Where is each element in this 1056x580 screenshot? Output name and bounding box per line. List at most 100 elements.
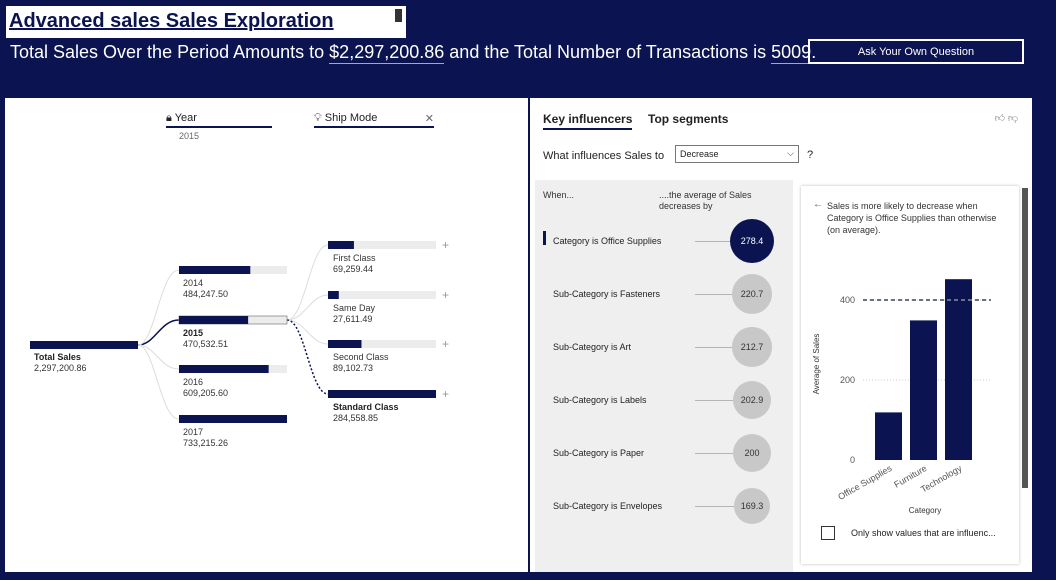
- tab-key-influencers[interactable]: Key influencers: [543, 112, 633, 130]
- root-label: Total Sales: [34, 352, 81, 362]
- year-node-2014[interactable]: 2014 484,247.50: [183, 278, 228, 300]
- summary-text: Total Sales Over the Period Amounts to $…: [10, 42, 816, 64]
- influencer-row[interactable]: Sub-Category is Fasteners 220.7: [535, 272, 793, 322]
- influencer-row[interactable]: Sub-Category is Envelopes 169.3: [535, 484, 793, 534]
- only-show-label: Only show values that are influenc...: [851, 528, 996, 538]
- year-level-header[interactable]: 🔒︎ Year 2015: [166, 112, 272, 141]
- report-title: Advanced sales Sales Exploration: [9, 10, 334, 32]
- ship-node-second-class[interactable]: Second Class 89,102.73: [333, 352, 389, 374]
- year-label: 2014: [183, 278, 204, 288]
- influencer-label: Sub-Category is Art: [553, 342, 632, 352]
- selected-indicator: [543, 231, 546, 245]
- chart-bar: [945, 279, 972, 460]
- decomposition-tree: 🔒︎ Year 2015 💡︎ Ship Mode ✕ Total Sales 2…: [5, 98, 528, 572]
- influencer-row[interactable]: Category is Office Supplies 278.4: [535, 219, 793, 269]
- ship-bar[interactable]: [328, 241, 354, 249]
- connector-same-day: [286, 294, 329, 321]
- influencer-label: Sub-Category is Envelopes: [553, 501, 663, 511]
- influencers-list: When... ....the average of Sales decreas…: [535, 180, 793, 572]
- year-value: 484,247.50: [183, 289, 229, 299]
- influence-bubble[interactable]: 212.7: [732, 327, 772, 367]
- ship-bar[interactable]: [328, 390, 436, 398]
- scrollbar[interactable]: [1022, 188, 1028, 488]
- ship-label: Same Day: [333, 303, 376, 313]
- influence-arrow: [695, 294, 733, 295]
- influence-arrow: [695, 506, 734, 507]
- influencer-row[interactable]: Sub-Category is Labels 202.9: [535, 378, 793, 428]
- transaction-count-value[interactable]: 5009: [771, 42, 812, 64]
- influence-bubble[interactable]: 278.4: [730, 219, 774, 263]
- year-node-2017[interactable]: 2017 733,215.26: [183, 427, 228, 449]
- ship-bar[interactable]: [328, 291, 339, 299]
- year-filter-value: 2015: [179, 131, 200, 141]
- only-show-checkbox[interactable]: [821, 526, 835, 540]
- thumbs-down-icon[interactable]: 👎︎: [1007, 113, 1018, 124]
- report-title-box[interactable]: Advanced sales Sales Exploration: [6, 6, 406, 38]
- year-bar[interactable]: [179, 415, 287, 423]
- ship-node-first-class[interactable]: First Class 69,259.44: [333, 253, 376, 275]
- influencer-row[interactable]: Sub-Category is Paper 200: [535, 431, 793, 481]
- detail-description: Sales is more likely to decrease when Ca…: [827, 201, 997, 235]
- expand-plus-icon[interactable]: +: [442, 387, 450, 401]
- year-bar[interactable]: [179, 365, 269, 373]
- shipmode-level-header[interactable]: 💡︎ Ship Mode ✕: [314, 112, 434, 128]
- ship-node-standard-class[interactable]: Standard Class 284,558.85: [333, 402, 399, 424]
- back-arrow-icon[interactable]: ←: [813, 199, 823, 210]
- ship-bar-bg[interactable]: [328, 291, 436, 299]
- year-node-2016[interactable]: 2016 609,205.60: [183, 377, 228, 399]
- x-tick-label: Office Supplies: [836, 463, 894, 502]
- ship-bar[interactable]: [328, 340, 362, 348]
- feedback-icons[interactable]: 👍︎ 👎︎: [995, 112, 1018, 124]
- ship-label: Standard Class: [333, 402, 399, 412]
- ship-bar-bg[interactable]: [328, 241, 436, 249]
- direction-value: Decrease: [680, 149, 719, 159]
- influence-arrow: [695, 347, 733, 348]
- influencer-label: Sub-Category is Paper: [553, 448, 645, 458]
- help-icon[interactable]: ?: [807, 149, 814, 161]
- root-value: 2,297,200.86: [34, 363, 87, 373]
- tab-top-segments[interactable]: Top segments: [648, 112, 729, 126]
- year-label: 2016: [183, 377, 204, 387]
- influence-bubble[interactable]: 200: [732, 433, 772, 473]
- connector-root-2015: [137, 319, 180, 346]
- year-value: 609,205.60: [183, 388, 229, 398]
- influence-arrow: [695, 241, 730, 242]
- direction-dropdown[interactable]: Decrease ⌵: [675, 145, 799, 163]
- connector-root-2017: [137, 344, 180, 420]
- influencer-label: Sub-Category is Labels: [553, 395, 647, 405]
- influence-bubble[interactable]: 169.3: [733, 487, 771, 525]
- year-value: 733,215.26: [183, 438, 229, 448]
- ship-node-same-day[interactable]: Same Day 27,611.49: [333, 303, 375, 325]
- total-sales-value[interactable]: $2,297,200.86: [329, 42, 445, 64]
- influence-bubble[interactable]: 220.7: [732, 274, 772, 314]
- root-node-label[interactable]: Total Sales 2,297,200.86: [34, 352, 87, 374]
- influence-arrow: [695, 400, 733, 401]
- ship-value: 69,259.44: [333, 264, 374, 274]
- influence-bubble[interactable]: 202.9: [732, 380, 772, 420]
- year-node-2015[interactable]: 2015 470,532.51: [183, 328, 228, 350]
- influencer-row[interactable]: Sub-Category is Art 212.7: [535, 325, 793, 375]
- close-icon[interactable]: ✕: [424, 113, 434, 125]
- expand-plus-icon[interactable]: +: [442, 337, 450, 351]
- ship-bar-bg[interactable]: [328, 340, 436, 348]
- ship-value: 284,558.85: [333, 413, 379, 423]
- connector-first-class: [286, 244, 329, 321]
- year-bar[interactable]: [179, 316, 249, 324]
- col-avg-header: ....the average of Sales decreases by: [659, 190, 752, 211]
- y-tick-label: 0: [850, 455, 855, 465]
- year-bar[interactable]: [179, 266, 251, 274]
- col-when-header: When...: [543, 190, 575, 200]
- y-tick-label: 200: [840, 375, 855, 385]
- lock-icon: 🔒︎: [166, 112, 172, 124]
- expand-plus-icon[interactable]: +: [442, 238, 450, 252]
- connector-root-2014: [137, 269, 180, 346]
- x-axis-label: Category: [909, 506, 941, 515]
- ask-question-button[interactable]: Ask Your Own Question: [808, 39, 1024, 64]
- chart-bar: [875, 412, 902, 460]
- expand-plus-icon[interactable]: +: [442, 288, 450, 302]
- connector-second-class: [286, 319, 329, 345]
- thumbs-up-icon[interactable]: 👍︎: [994, 113, 1006, 124]
- influence-arrow: [695, 453, 733, 454]
- year-label: 2015: [183, 328, 204, 338]
